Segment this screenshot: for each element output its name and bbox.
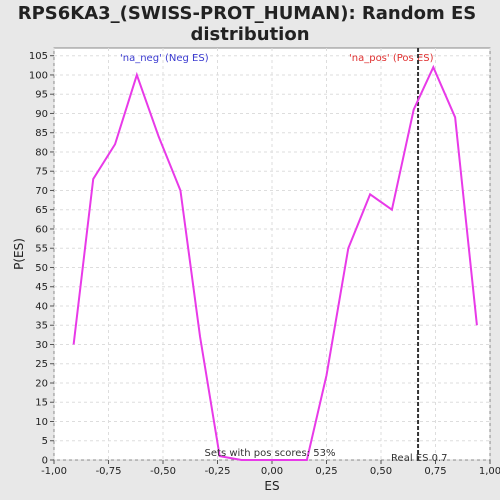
y-tick-label: 30: [35, 340, 48, 351]
x-tick-label: -0,50: [150, 466, 176, 477]
y-ticks: 0 5 10 15 20 25 30 35 40 45 50 55 60 65 70 75 80 85 90 95 10…: [29, 51, 54, 467]
y-tick-label: 70: [35, 186, 48, 197]
y-tick-label: 80: [35, 147, 48, 158]
x-tick-label: -0,25: [205, 466, 231, 477]
y-tick-label: 105: [29, 51, 48, 62]
y-tick-label: 100: [29, 70, 48, 81]
x-axis-label: ES: [264, 479, 279, 493]
x-tick-label: 0,50: [370, 466, 392, 477]
y-tick-label: 90: [35, 109, 48, 120]
x-ticks: -1,00 -0,75 -0,50 -0,25 0,00 0,25 0,50 0,75 1,00: [41, 460, 500, 477]
pos-es-label: 'na_pos' (Pos ES): [349, 53, 434, 64]
y-tick-label: 0: [42, 456, 48, 467]
y-tick-label: 60: [35, 224, 48, 235]
y-tick-label: 65: [35, 205, 48, 216]
neg-es-label: 'na_neg' (Neg ES): [120, 53, 209, 64]
y-tick-label: 20: [35, 378, 48, 389]
x-tick-label: 1,00: [479, 466, 500, 477]
real-es-label: Real ES 0.7: [391, 453, 447, 464]
y-tick-label: 5: [42, 436, 48, 447]
x-tick-label: 0,75: [424, 466, 446, 477]
y-tick-label: 55: [35, 244, 48, 255]
x-tick-label: -1,00: [41, 466, 67, 477]
grid: [53, 48, 491, 461]
y-tick-label: 10: [35, 417, 48, 428]
y-tick-label: 75: [35, 167, 48, 178]
y-tick-label: 35: [35, 321, 48, 332]
sets-with-pos-scores-label: Sets with pos scores: 53%: [205, 448, 336, 459]
y-tick-label: 25: [35, 359, 48, 370]
y-tick-label: 95: [35, 90, 48, 101]
chart-title-line-1: RPS6KA3_(SWISS-PROT_HUMAN): Random ES: [18, 3, 477, 24]
y-tick-label: 40: [35, 301, 48, 312]
x-tick-label: 0,00: [261, 466, 283, 477]
y-tick-label: 15: [35, 398, 48, 409]
y-tick-label: 45: [35, 282, 48, 293]
y-tick-label: 85: [35, 128, 48, 139]
y-tick-label: 50: [35, 263, 48, 274]
x-tick-label: 0,25: [315, 466, 337, 477]
chart-title-line-2: distribution: [190, 24, 309, 45]
x-tick-label: -0,75: [96, 466, 122, 477]
series-line: [72, 64, 478, 461]
y-axis-label: P(ES): [12, 238, 26, 270]
